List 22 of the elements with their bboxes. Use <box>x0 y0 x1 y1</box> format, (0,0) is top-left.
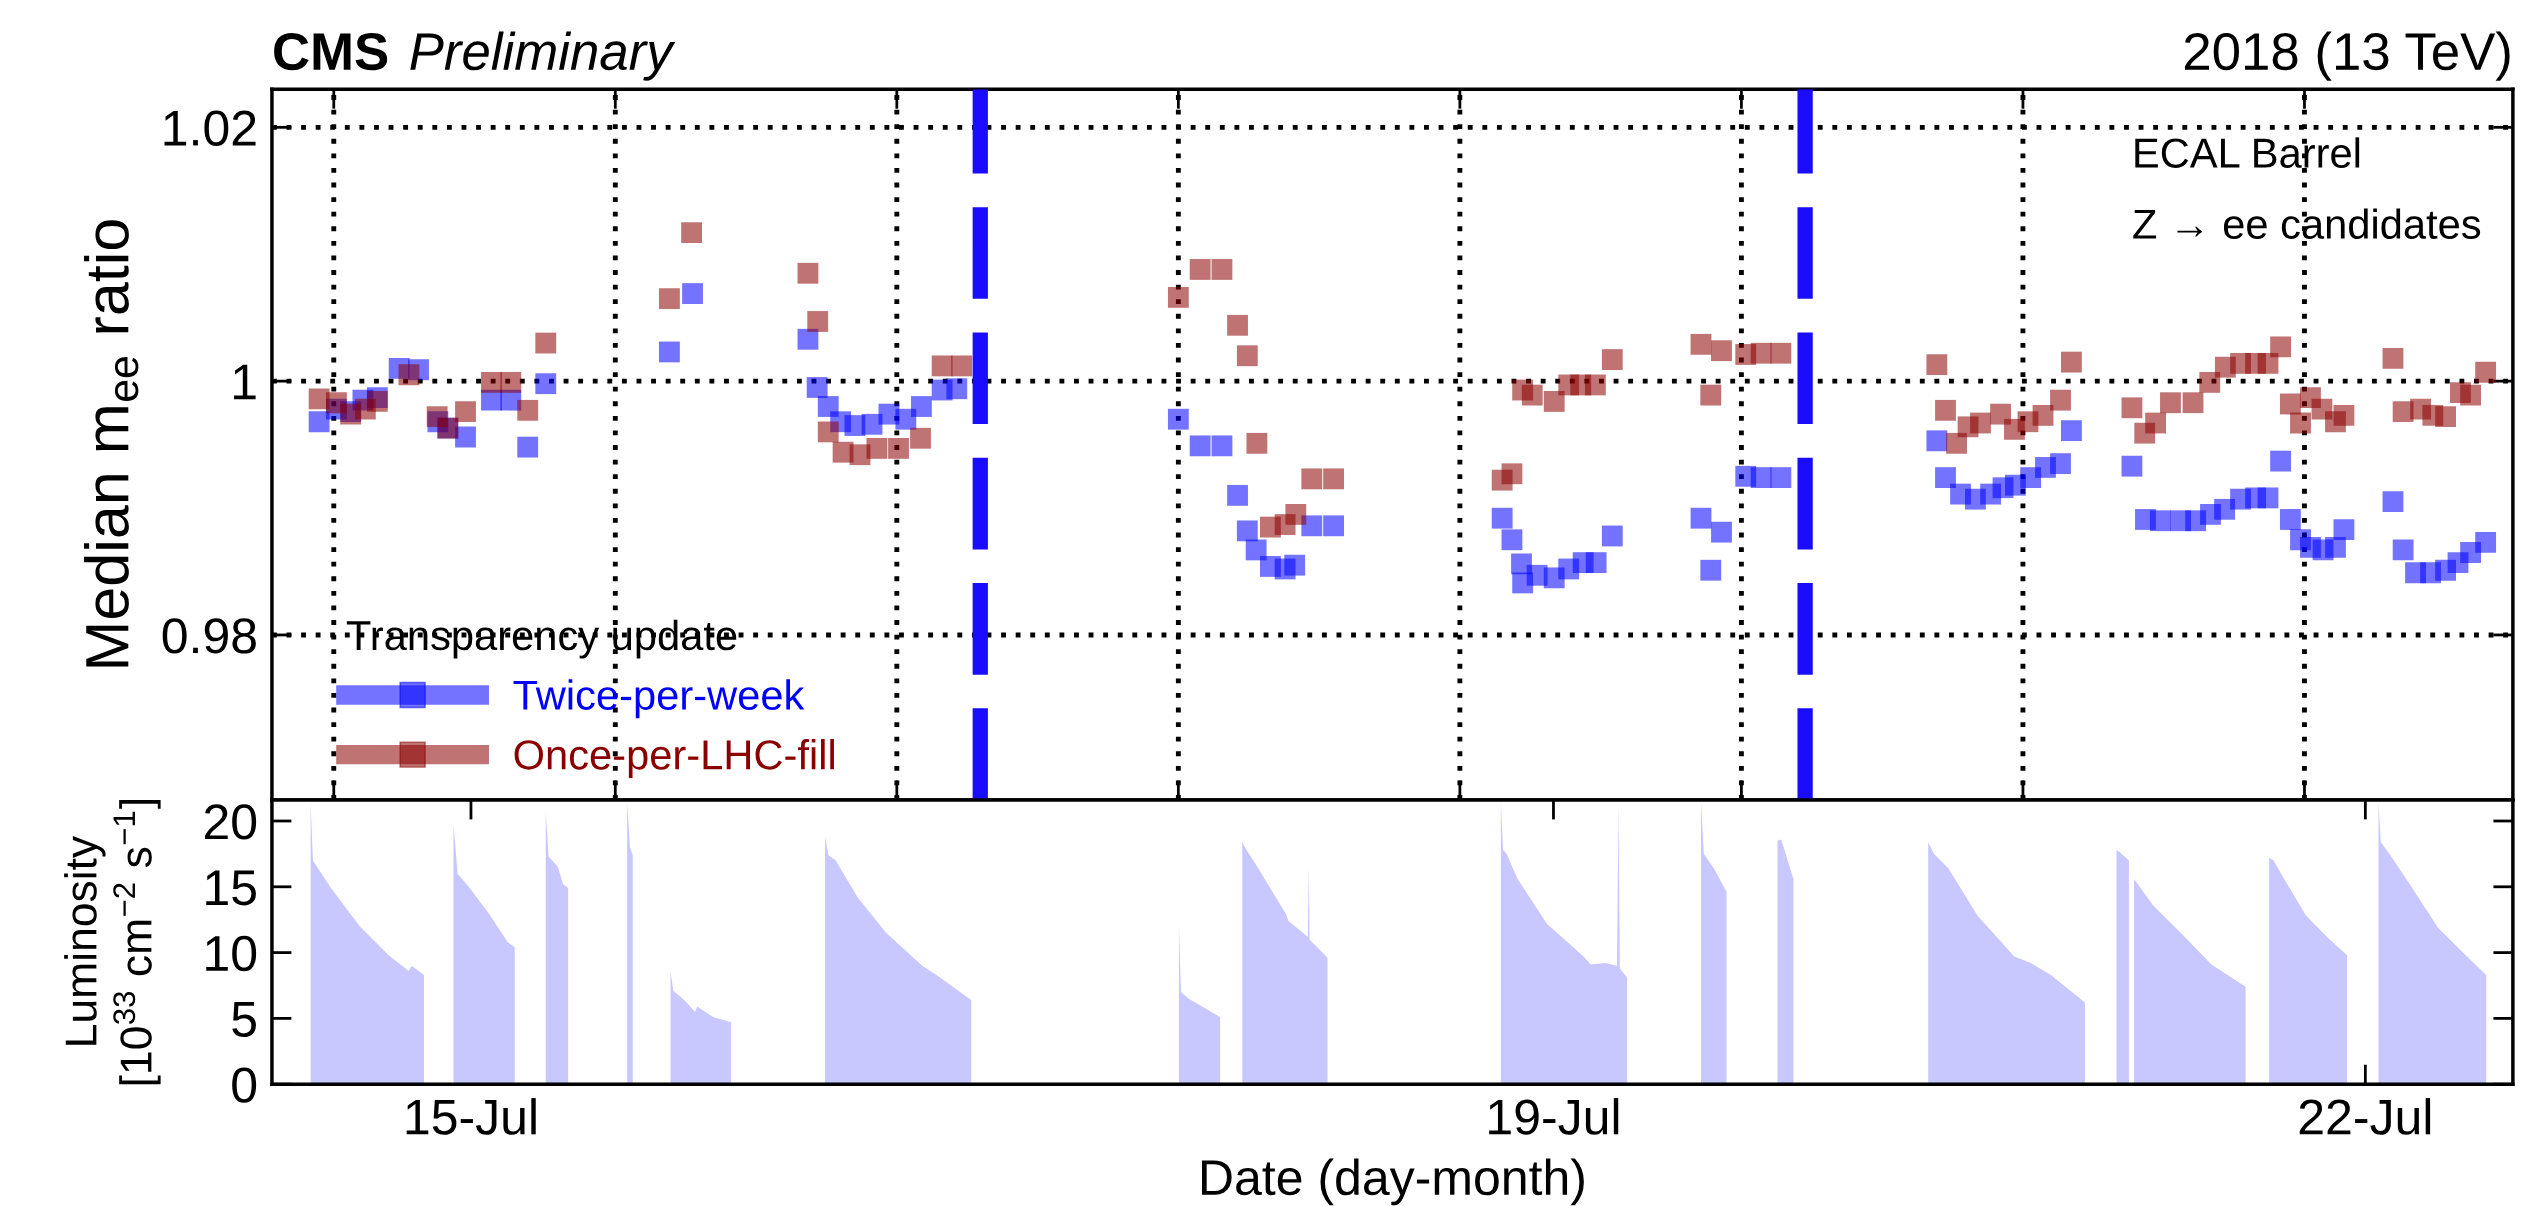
text: Preliminary <box>410 31 676 81</box>
y-axis-title: Luminosity [10$^{33}$ cm$^{−2}$ s$^{−1}$] <box>64 799 161 1085</box>
y-tick-label: 1.02 <box>164 110 256 146</box>
text: 2018 (13 TeV) <box>2184 31 2510 81</box>
y-axis-title: Median m$_{ee}$ ratio <box>84 220 139 667</box>
y-tick-label: 10 <box>206 935 257 972</box>
y-tick-label: 5 <box>232 1002 256 1037</box>
y-tick-label: 1 <box>234 364 256 400</box>
y-tick-label: 15 <box>206 870 256 906</box>
annotation: ECAL Barrel <box>2135 137 2360 168</box>
x-tick-label: 15-Jul <box>406 1098 536 1135</box>
x-tick-label: 19-Jul <box>1489 1098 1619 1135</box>
legend-title: Transparency update <box>346 619 737 659</box>
annotation: Z → ee candidates <box>2133 208 2481 240</box>
x-tick-label: 22-Jul <box>2299 1098 2431 1135</box>
x-axis-title: Date (day-month) <box>1202 1158 1584 1206</box>
y-tick-label: 0.98 <box>162 618 256 654</box>
y-tick-label: 0 <box>232 1067 257 1103</box>
legend-label: Twice-per-week <box>513 679 805 719</box>
text: CMS <box>274 32 388 71</box>
y-tick-label: 20 <box>204 804 257 840</box>
legend-label: Once-per-LHC-fill <box>514 739 834 778</box>
